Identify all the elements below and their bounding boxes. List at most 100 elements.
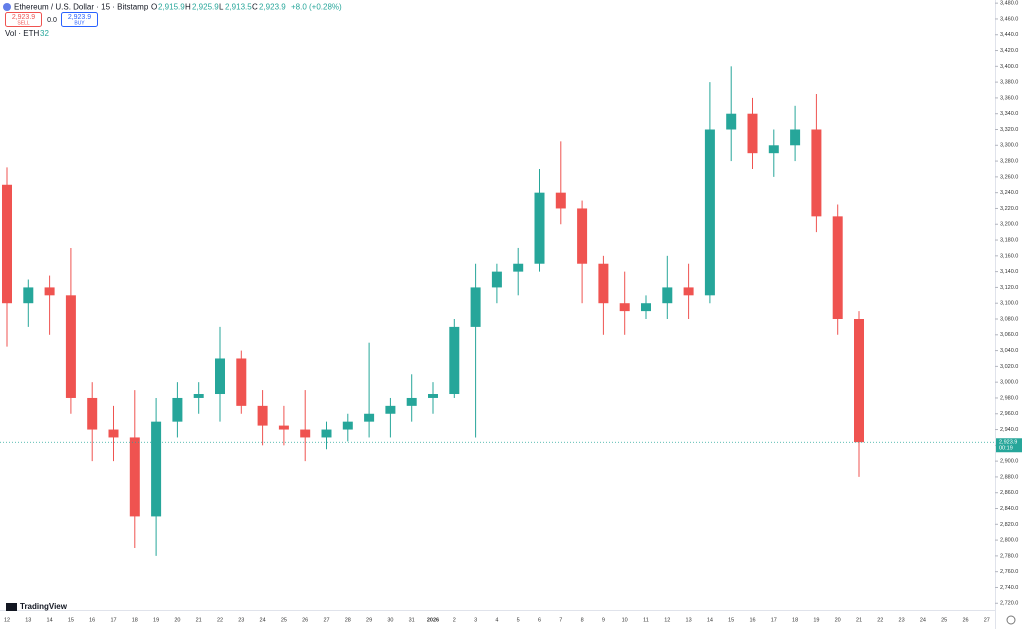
candle-body [747, 113, 758, 154]
candle-body [44, 287, 55, 296]
candle-body [129, 437, 140, 517]
x-tick-label: 17 [110, 617, 116, 623]
x-tick-label: 16 [749, 617, 755, 623]
candle-body [236, 358, 247, 406]
x-tick-label: 2 [453, 617, 456, 623]
y-tick-label: 3,180.0 [1000, 237, 1018, 243]
spread: 0.0 [47, 17, 57, 24]
x-tick-label: 27 [984, 617, 990, 623]
x-tick-label: 12 [4, 617, 10, 623]
y-tick-label: 3,340.0 [1000, 111, 1018, 117]
y-tick-label: 2,800.0 [1000, 538, 1018, 544]
candle-body [2, 184, 12, 304]
candle-body [87, 397, 98, 430]
volume-label: Vol · ETH [5, 29, 39, 38]
y-tick-label: 3,400.0 [1000, 64, 1018, 70]
x-tick-label: 16 [89, 617, 95, 623]
x-tick-label: 31 [409, 617, 415, 623]
buy-label[interactable]: BUY [74, 20, 85, 26]
candle-body [449, 326, 460, 395]
x-tick-label: 29 [366, 617, 372, 623]
y-tick-label: 3,220.0 [1000, 206, 1018, 212]
y-tick-label: 2,840.0 [1000, 506, 1018, 512]
candle-body [513, 263, 524, 272]
x-tick-label: 26 [962, 617, 968, 623]
x-tick-label: 9 [602, 617, 605, 623]
candle-body [790, 129, 801, 146]
candle-body [406, 397, 417, 406]
y-tick-label: 3,240.0 [1000, 190, 1018, 196]
x-tick-label: 30 [387, 617, 393, 623]
x-tick-label: 25 [941, 617, 947, 623]
y-tick-label: 2,780.0 [1000, 553, 1018, 559]
x-tick-label: 25 [281, 617, 287, 623]
candle-body [641, 303, 651, 312]
buy-price[interactable]: 2,923.9 [68, 14, 91, 21]
y-tick-label: 3,300.0 [1000, 143, 1018, 149]
x-tick-label: 19 [153, 617, 159, 623]
y-tick-label: 3,260.0 [1000, 174, 1018, 180]
sell-price[interactable]: 2,923.9 [12, 14, 35, 21]
candle-body [811, 129, 822, 217]
x-tick-label: 6 [538, 617, 541, 623]
candle-body [598, 263, 609, 304]
candle-body [385, 405, 396, 414]
legend-l-label: L [219, 3, 224, 12]
x-tick-label: 7 [559, 617, 562, 623]
x-tick-label: 21 [196, 617, 202, 623]
countdown: 00:19 [999, 446, 1013, 452]
x-tick-label: 17 [771, 617, 777, 623]
candle-body [704, 129, 715, 296]
y-tick-label: 2,980.0 [1000, 395, 1018, 401]
candle-body [364, 413, 375, 422]
x-tick-label: 20 [174, 617, 180, 623]
candle-body [428, 394, 438, 398]
buy-button-box[interactable] [61, 12, 98, 27]
candle-body [172, 397, 183, 422]
candle-body [342, 421, 353, 430]
settings-icon[interactable] [1006, 615, 1016, 625]
buy-button[interactable]: 2,923.9 BUY [61, 12, 98, 27]
candle-body [491, 271, 502, 288]
legend-c-label: C [252, 3, 258, 12]
candle-body [854, 319, 864, 443]
x-tick-label: 20 [835, 617, 841, 623]
sell-button[interactable]: 2,923.9 SELL [5, 12, 42, 27]
sell-button-box[interactable] [5, 12, 42, 27]
y-tick-label: 3,120.0 [1000, 285, 1018, 291]
y-tick-label: 2,760.0 [1000, 569, 1018, 575]
y-tick-label: 2,880.0 [1000, 474, 1018, 480]
x-tick-label: 5 [517, 617, 520, 623]
y-tick-label: 3,040.0 [1000, 348, 1018, 354]
y-tick-label: 3,020.0 [1000, 364, 1018, 370]
y-tick-label: 3,060.0 [1000, 332, 1018, 338]
last-price-tag [996, 438, 1022, 453]
x-tick-label: 11 [643, 617, 649, 623]
y-tick-label: 2,720.0 [1000, 601, 1018, 607]
candle-body [278, 425, 289, 430]
legend-high: 2,925.9 [192, 3, 219, 12]
x-tick-label: 22 [217, 617, 223, 623]
x-tick-label: 19 [813, 617, 819, 623]
x-tick-label: 8 [581, 617, 584, 623]
y-tick-label: 2,900.0 [1000, 459, 1018, 465]
y-tick-label: 3,320.0 [1000, 127, 1018, 133]
y-tick-label: 2,820.0 [1000, 522, 1018, 528]
logo-icon [6, 603, 17, 611]
candle-body [683, 287, 694, 296]
sell-label[interactable]: SELL [17, 20, 29, 26]
y-tick-label: 3,480.0 [1000, 1, 1018, 7]
y-tick-label: 2,740.0 [1000, 585, 1018, 591]
x-tick-label: 24 [920, 617, 926, 623]
x-tick-label: 13 [25, 617, 31, 623]
candle-body [619, 303, 630, 312]
y-tick-label: 3,460.0 [1000, 16, 1018, 22]
last-price-label: 2,923.9 [999, 440, 1017, 446]
x-tick-label: 10 [622, 617, 628, 623]
logo: TradingView [20, 602, 68, 611]
candle-body [726, 113, 737, 130]
x-tick-label: 18 [792, 617, 798, 623]
